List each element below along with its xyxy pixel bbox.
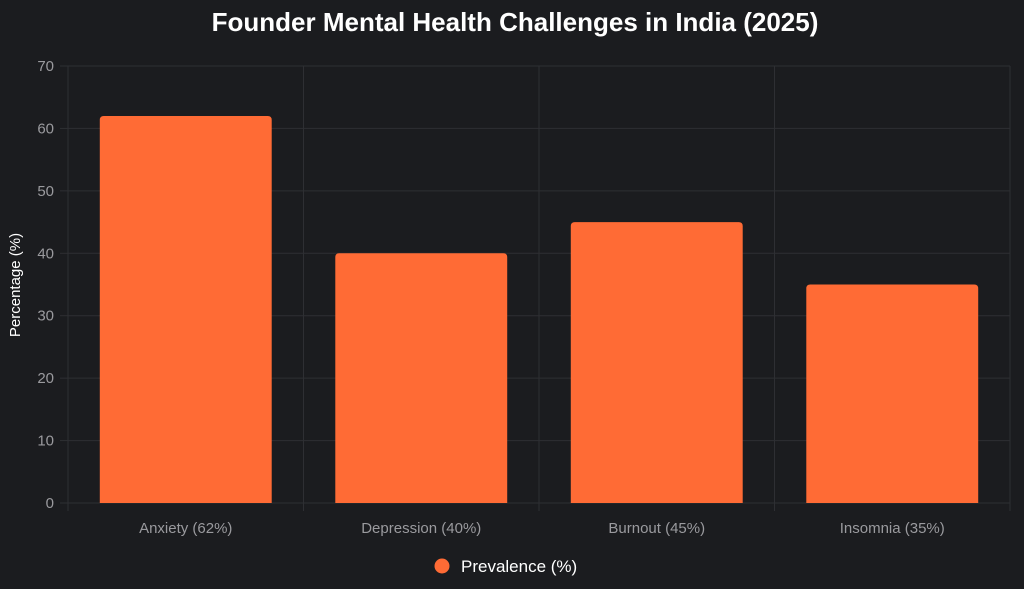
x-tick-label: Insomnia (35%) <box>840 520 945 537</box>
x-tick-label: Anxiety (62%) <box>139 520 232 537</box>
y-tick-label: 60 <box>37 120 54 137</box>
bar[interactable] <box>806 284 979 504</box>
y-axis-ticks: 0 10 20 30 40 50 60 70 <box>37 58 54 512</box>
x-tick-label: Depression (40%) <box>361 520 481 537</box>
y-tick-label: 0 <box>46 495 54 512</box>
legend-label: Prevalence (%) <box>461 557 577 576</box>
y-axis-label: Percentage (%) <box>7 233 24 337</box>
y-tick-label: 50 <box>37 183 54 200</box>
y-tick-label: 40 <box>37 245 54 262</box>
y-tick-label: 10 <box>37 433 54 450</box>
legend[interactable]: Prevalence (%) <box>434 557 578 576</box>
bars <box>99 115 979 504</box>
y-tick-label: 30 <box>37 308 54 325</box>
x-axis-ticks: Anxiety (62%) Depression (40%) Burnout (45… <box>139 520 945 537</box>
y-tick-label: 20 <box>37 370 54 387</box>
y-tick-label: 70 <box>37 58 54 75</box>
legend-swatch <box>434 558 450 574</box>
bar[interactable] <box>570 222 743 504</box>
chart-title: Founder Mental Health Challenges in Indi… <box>212 7 819 37</box>
x-tick-label: Burnout (45%) <box>608 520 705 537</box>
bar[interactable] <box>335 253 508 503</box>
bar[interactable] <box>99 115 272 503</box>
